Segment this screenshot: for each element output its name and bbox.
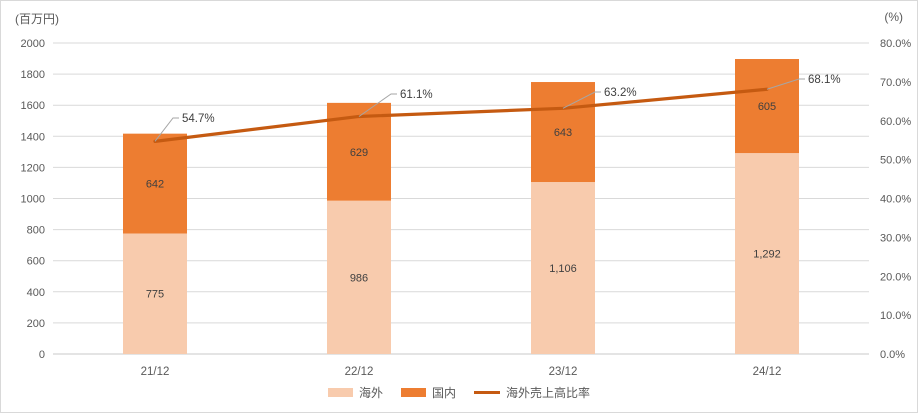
- right-axis-tick-label: 20.0%: [880, 271, 911, 283]
- data-label-leader-line: [358, 93, 397, 117]
- x-axis-category-label: 23/12: [549, 366, 578, 378]
- left-axis-tick-label: 600: [27, 256, 45, 268]
- right-axis-title: (%): [884, 10, 903, 24]
- right-axis-tick-label: 10.0%: [880, 310, 911, 322]
- left-axis-tick-label: 1200: [21, 162, 45, 174]
- x-axis-category-label: 22/12: [345, 366, 374, 378]
- line-data-label: 61.1%: [400, 89, 433, 101]
- line-data-label: 68.1%: [808, 74, 841, 86]
- left-axis-tick-label: 1600: [21, 100, 45, 112]
- bar-value-label-domestic: 642: [146, 179, 164, 191]
- overseas-ratio-line: [153, 87, 769, 143]
- bar-value-label-domestic: 605: [758, 101, 776, 113]
- left-axis-tick-label: 2000: [21, 38, 45, 50]
- left-axis-tick-label: 400: [27, 287, 45, 299]
- left-axis-title: (百万円): [15, 12, 59, 26]
- data-label-leader-line: [154, 117, 179, 142]
- legend-label-overseas-ratio: 海外売上高比率: [506, 386, 591, 400]
- right-axis-tick-label: 60.0%: [880, 116, 911, 128]
- data-label-leader-line: [562, 91, 601, 109]
- legend-item-overseas-ratio: 海外売上高比率: [474, 384, 590, 401]
- right-axis-tick-label: 40.0%: [880, 194, 911, 206]
- x-axis-category-label: 21/12: [141, 366, 170, 378]
- x-axis-category-label: 24/12: [753, 366, 782, 378]
- left-axis-tick-label: 0: [39, 349, 45, 361]
- legend-label-overseas: 海外: [358, 386, 383, 400]
- left-axis-tick-label: 200: [27, 318, 45, 330]
- bar-segment-overseas: [123, 233, 187, 354]
- left-axis-tick-label: 800: [27, 225, 45, 237]
- bar-segment-domestic: [735, 59, 799, 154]
- right-axis-tick-label: 50.0%: [880, 155, 911, 167]
- left-axis-tick-label: 1400: [21, 131, 45, 143]
- bar-value-label-overseas: 1,292: [753, 249, 781, 261]
- line-data-label: 54.7%: [182, 113, 215, 125]
- bar-value-label-domestic: 643: [554, 127, 572, 139]
- bar-segment-overseas: [531, 182, 595, 354]
- bar-segment-overseas: [327, 200, 391, 354]
- bar-segment-domestic: [531, 82, 595, 183]
- bar-value-label-overseas: 986: [350, 272, 368, 284]
- bar-segment-domestic: [123, 133, 187, 234]
- data-label-leader-line: [766, 78, 805, 90]
- bar-value-label-domestic: 629: [350, 147, 368, 159]
- bar-value-label-overseas: 775: [146, 289, 164, 301]
- legend-item-domestic: 国内: [400, 384, 456, 401]
- legend: 海外 国内 海外売上高比率: [1, 384, 917, 401]
- right-axis-tick-label: 30.0%: [880, 232, 911, 244]
- right-axis-tick-label: 0.0%: [880, 349, 905, 361]
- bar-segment-overseas: [735, 153, 799, 354]
- left-axis-tick-label: 1000: [21, 194, 45, 206]
- legend-swatch-domestic: [400, 388, 426, 397]
- left-axis-tick-label: 1800: [21, 69, 45, 81]
- legend-label-domestic: 国内: [431, 386, 456, 400]
- bar-value-label-overseas: 1,106: [549, 263, 577, 275]
- line-data-label: 63.2%: [604, 87, 637, 99]
- right-axis-tick-label: 80.0%: [880, 38, 911, 50]
- right-axis-tick-label: 70.0%: [880, 77, 911, 89]
- legend-item-overseas: 海外: [327, 384, 383, 401]
- legend-swatch-overseas: [327, 388, 353, 397]
- legend-swatch-overseas-ratio-line: [474, 391, 500, 394]
